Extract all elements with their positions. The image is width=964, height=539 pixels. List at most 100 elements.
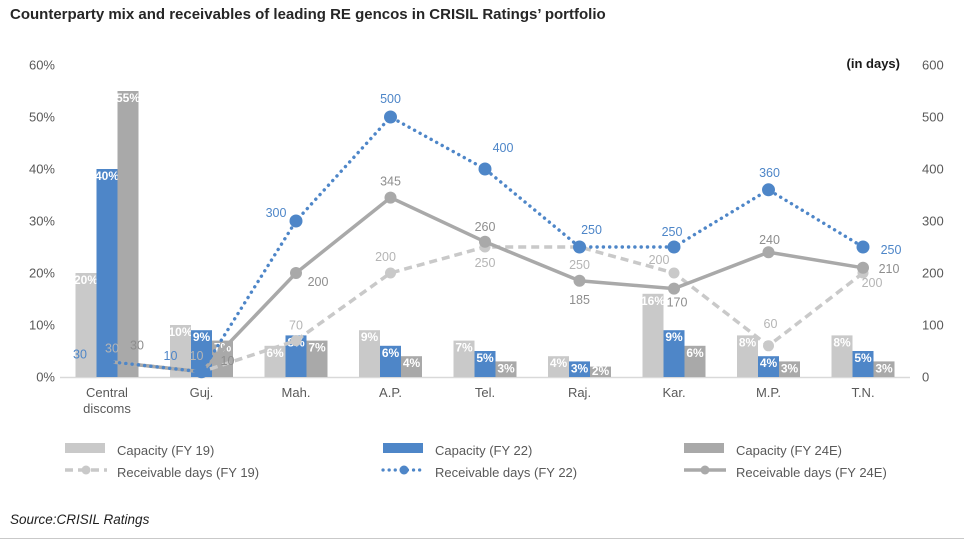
right-axis-tick: 400 xyxy=(922,162,944,177)
category-label: T.N. xyxy=(851,385,874,400)
right-axis-tick: 300 xyxy=(922,214,944,229)
line-value-label: 10 xyxy=(190,349,204,363)
category-label: Mah. xyxy=(282,385,311,400)
bar-Capacity (FY 22) xyxy=(758,356,779,377)
left-axis-tick: 30% xyxy=(29,214,55,229)
data-point-Receivable days (FY 22) xyxy=(667,240,681,254)
bar-value-label: 9% xyxy=(665,330,683,344)
bar-Capacity (FY 19) xyxy=(642,293,664,377)
bar-Capacity (FY 19) xyxy=(264,345,286,377)
line-value-label: 200 xyxy=(375,250,396,264)
bar-Capacity (FY 24E) xyxy=(590,366,611,377)
right-axis-tick: 0 xyxy=(922,370,929,385)
bar-Capacity (FY 22) xyxy=(852,351,874,377)
right-axis-tick: 200 xyxy=(922,266,944,281)
line-value-label: 70 xyxy=(289,319,303,333)
line-value-label: 210 xyxy=(879,262,900,276)
legend-item-capacity-0: Capacity (FY 19) xyxy=(63,441,214,459)
left-axis-tick: 0% xyxy=(36,370,55,385)
legend-item-receivable-1-label: Receivable days (FY 22) xyxy=(435,464,578,480)
data-point-Receivable days (FY 19) xyxy=(668,267,680,279)
bar-value-label: 8% xyxy=(833,335,851,349)
bar-value-label: 5% xyxy=(854,351,872,365)
line-value-label: 345 xyxy=(380,175,401,189)
bar-Capacity (FY 19) xyxy=(359,330,380,377)
line-value-label: 200 xyxy=(308,275,329,289)
category-label: Raj. xyxy=(568,385,591,400)
data-point-Receivable days (FY 22) xyxy=(195,365,208,379)
bar-value-label: 7% xyxy=(308,341,326,355)
bar-value-label: 3% xyxy=(571,361,589,375)
data-point-Receivable days (FY 22) xyxy=(856,240,870,254)
chart-legend: Capacity (FY 19) Capacity (FY 22) Capacity… xyxy=(0,436,964,496)
bar-Capacity (FY 22) xyxy=(285,335,307,377)
line-value-label: 10 xyxy=(221,354,235,368)
line-value-label: 300 xyxy=(266,206,287,220)
category-label: Guj. xyxy=(190,385,214,400)
line-value-label: 200 xyxy=(649,253,670,267)
data-point-Receivable days (FY 24E) xyxy=(762,246,775,259)
line-value-label: 30 xyxy=(105,341,119,355)
bar-value-label: 8% xyxy=(739,335,757,349)
bar-Capacity (FY 19) xyxy=(453,340,475,377)
category-label: Kar. xyxy=(662,385,685,400)
data-point-Receivable days (FY 22) xyxy=(100,354,114,368)
bar-Capacity (FY 22) xyxy=(474,351,496,377)
legend-item-capacity-0-marker-icon xyxy=(63,441,109,459)
bar-value-label: 55% xyxy=(116,91,140,105)
bar-Capacity (FY 22) xyxy=(96,169,118,377)
line-value-label: 10 xyxy=(164,349,178,363)
line-value-label: 170 xyxy=(667,296,688,310)
bar-value-label: 16% xyxy=(641,294,665,308)
data-point-Receivable days (FY 22) xyxy=(573,240,586,254)
bar-Capacity (FY 19) xyxy=(831,335,853,377)
legend-item-receivable-2-marker-icon xyxy=(682,463,728,481)
legend-item-capacity-1-marker-icon xyxy=(381,441,427,459)
line-value-label: 250 xyxy=(662,225,683,239)
left-axis-tick: 60% xyxy=(29,58,55,73)
data-point-Receivable days (FY 24E) xyxy=(479,235,491,248)
bar-Capacity (FY 22) xyxy=(569,361,590,377)
data-point-Receivable days (FY 19) xyxy=(763,340,774,352)
category-label: Tel. xyxy=(475,385,495,400)
data-point-Receivable days (FY 24E) xyxy=(290,267,302,279)
line-value-label: 360 xyxy=(759,166,780,180)
legend-item-receivable-0-marker-icon xyxy=(63,463,109,481)
bar-value-label: 2% xyxy=(592,364,610,378)
bar-Capacity (FY 24E) xyxy=(401,356,422,377)
bar-value-label: 4% xyxy=(403,356,421,370)
line-value-label: 30 xyxy=(73,347,87,361)
bar-Capacity (FY 19) xyxy=(548,356,569,377)
bar-value-label: 6% xyxy=(686,346,704,360)
line-value-label: 250 xyxy=(569,258,590,272)
bar-value-label: 20% xyxy=(74,273,98,287)
bar-Capacity (FY 19) xyxy=(737,335,758,377)
data-point-Receivable days (FY 24E) xyxy=(668,282,680,295)
left-axis-tick: 40% xyxy=(29,162,55,177)
bar-Capacity (FY 24E) xyxy=(779,361,800,377)
chart-canvas: 0% 10% 20% 30% 40% 50% 60% 0 100 200 300 400 500 600 C… xyxy=(29,58,944,417)
bar-value-label: 3% xyxy=(875,361,893,375)
bar-value-label: 6% xyxy=(266,346,284,360)
legend-item-capacity-0-label: Capacity (FY 19) xyxy=(117,442,215,458)
legend-item-capacity-2-marker-icon xyxy=(682,441,728,459)
bar-value-label: 7% xyxy=(455,341,473,355)
legend-item-capacity-1-label: Capacity (FY 22) xyxy=(435,442,533,458)
data-point-Receivable days (FY 19) xyxy=(290,335,302,347)
bar-value-label: 5% xyxy=(476,351,494,365)
left-axis-tick: 10% xyxy=(29,318,55,333)
legend-item-receivable-0-label: Receivable days (FY 19) xyxy=(117,464,260,480)
data-point-Receivable days (FY 19) xyxy=(385,267,396,279)
data-point-Receivable days (FY 24E) xyxy=(857,261,869,274)
line-value-label: 400 xyxy=(493,141,514,155)
line-value-label: 260 xyxy=(475,220,496,234)
right-axis-title: (in days) xyxy=(846,56,900,71)
line-value-label: 185 xyxy=(569,293,590,307)
bar-Capacity (FY 19) xyxy=(170,325,191,377)
right-axis-tick: 600 xyxy=(922,58,944,73)
bar-Capacity (FY 24E) xyxy=(306,340,328,377)
line-value-label: 250 xyxy=(581,223,602,237)
line-value-label: 200 xyxy=(862,276,883,290)
bar-Capacity (FY 19) xyxy=(75,273,97,377)
